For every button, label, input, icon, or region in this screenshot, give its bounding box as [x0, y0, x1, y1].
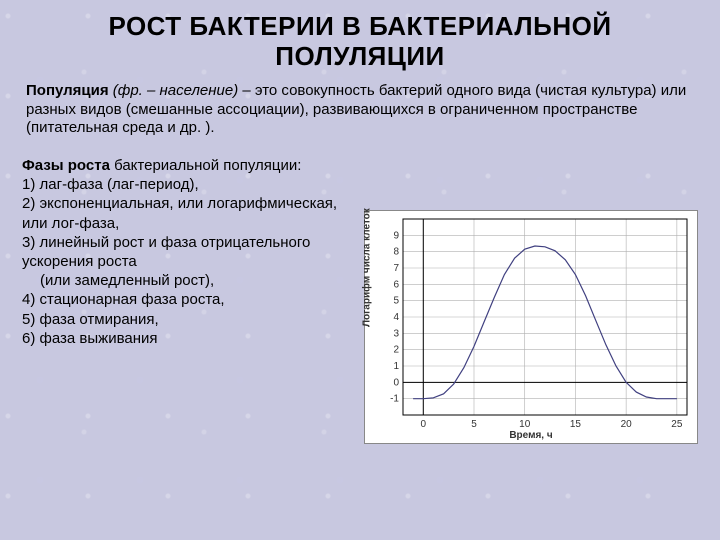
svg-text:9: 9 [393, 230, 399, 241]
svg-text:0: 0 [393, 377, 399, 388]
svg-text:4: 4 [393, 312, 399, 323]
phase-item: 6) фаза выживания [22, 329, 358, 348]
chart-xlabel: Время, ч [365, 430, 697, 441]
phases-lead-line: Фазы роста бактериальной популяции: [22, 156, 358, 175]
content-row: Фазы роста бактериальной популяции: 1) л… [22, 156, 698, 444]
svg-text:0: 0 [421, 419, 427, 430]
phase-item: 2) экспоненциальная, или логарифмическая… [22, 194, 358, 232]
phases-list: Фазы роста бактериальной популяции: 1) л… [22, 156, 358, 348]
chart-svg: 0 5 10 15 20 25 -1 0 1 2 3 4 5 6 7 8 9 [365, 211, 697, 443]
phase-item: 4) стационарная фаза роста, [22, 290, 358, 309]
growth-chart: Логарифм числа клеток 0 5 10 15 20 25 -1 0 1 2 3 4 5… [364, 210, 698, 444]
svg-text:3: 3 [393, 328, 399, 339]
svg-text:8: 8 [393, 247, 399, 258]
phases-lead: Фазы роста [22, 157, 110, 174]
svg-text:2: 2 [393, 345, 399, 356]
page-title: РОСТ БАКТЕРИИ В БАКТЕРИАЛЬНОЙ ПОЛУЛЯЦИИ [22, 12, 698, 72]
svg-text:5: 5 [471, 419, 477, 430]
svg-text:10: 10 [519, 419, 531, 430]
svg-text:25: 25 [671, 419, 683, 430]
phase-item: (или замедленный рост), [40, 271, 358, 290]
definition-term: Популяция [26, 82, 109, 99]
phase-item: 1) лаг-фаза (лаг-период), [22, 175, 358, 194]
svg-text:15: 15 [570, 419, 582, 430]
definition-etymology: (фр. – население) [113, 82, 238, 99]
svg-text:7: 7 [393, 263, 399, 274]
phase-item: 3) линейный рост и фаза отрицательного у… [22, 233, 358, 271]
svg-text:6: 6 [393, 279, 399, 290]
svg-text:5: 5 [393, 296, 399, 307]
definition-paragraph: Популяция (фр. – население) – это совоку… [26, 82, 694, 138]
phases-lead-rest: бактериальной популяции: [110, 157, 301, 174]
phase-item: 5) фаза отмирания, [22, 310, 358, 329]
svg-text:20: 20 [621, 419, 633, 430]
chart-ylabel: Логарифм числа клеток [362, 208, 373, 327]
svg-text:-1: -1 [390, 394, 399, 405]
svg-text:1: 1 [393, 361, 399, 372]
